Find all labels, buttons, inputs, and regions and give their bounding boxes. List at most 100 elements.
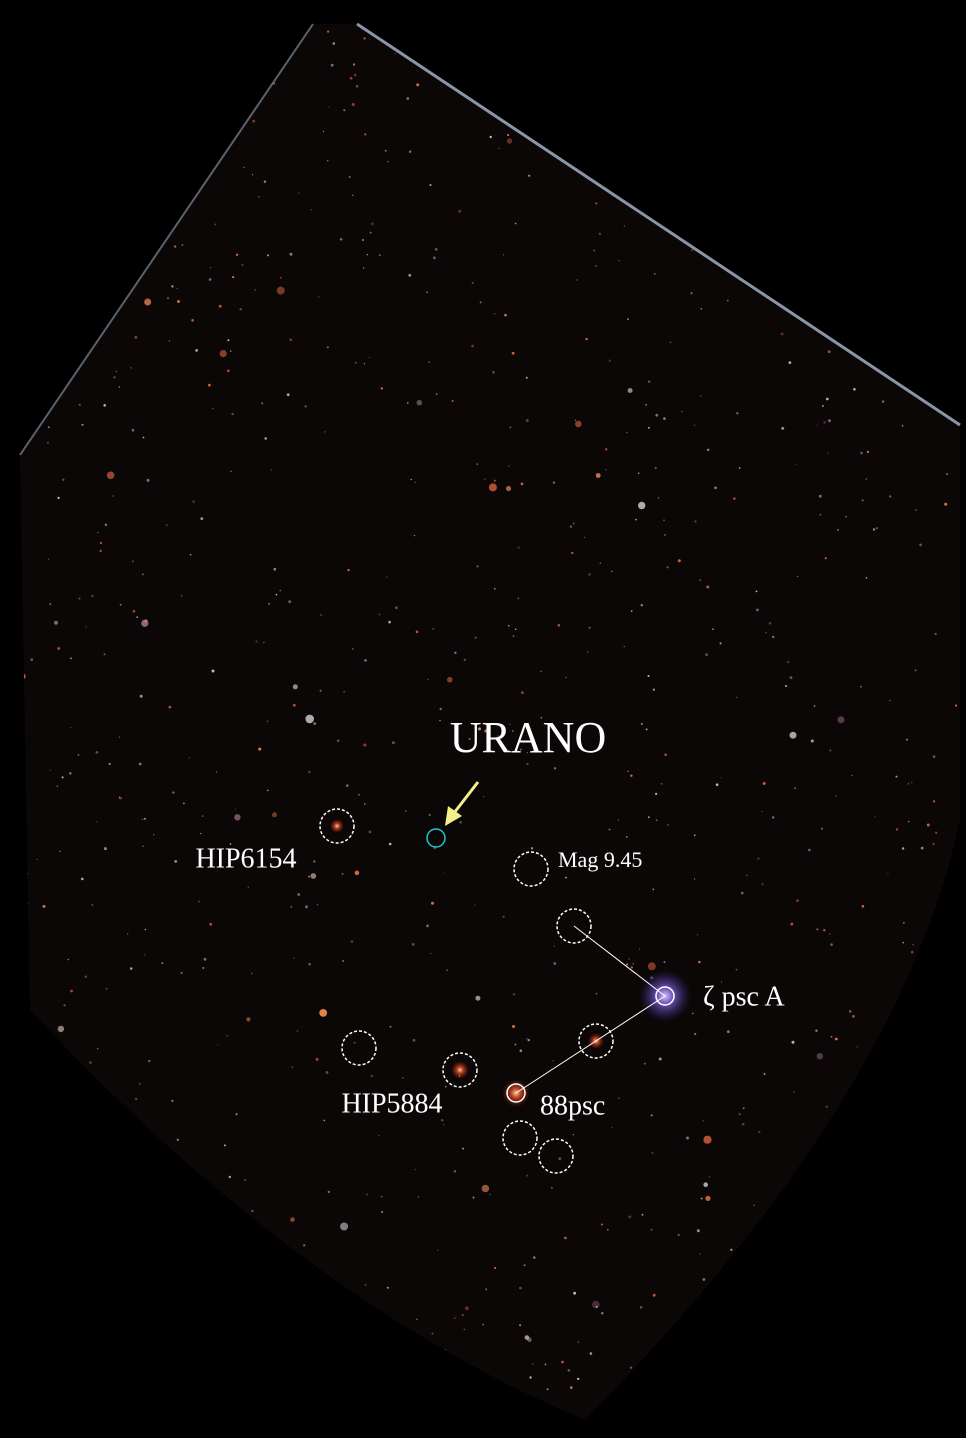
star <box>395 606 398 610</box>
star <box>195 349 198 352</box>
star <box>932 800 936 803</box>
star <box>630 774 633 777</box>
star-label: Mag 9.45 <box>558 847 642 872</box>
star-marker <box>556 908 592 944</box>
star <box>791 1040 795 1044</box>
star <box>660 783 663 785</box>
star <box>606 1228 609 1231</box>
star <box>627 388 633 393</box>
star <box>527 1337 532 1342</box>
star <box>598 232 602 235</box>
star <box>512 993 516 996</box>
star <box>313 860 316 863</box>
star <box>876 527 878 529</box>
star <box>506 138 513 144</box>
star <box>575 420 582 428</box>
star <box>830 943 833 946</box>
star <box>813 705 816 707</box>
star <box>601 1312 604 1315</box>
star <box>595 1306 598 1308</box>
star <box>824 557 827 560</box>
star <box>761 883 764 886</box>
star <box>36 858 38 860</box>
star <box>720 777 723 779</box>
star <box>144 954 146 956</box>
star <box>583 536 586 539</box>
star <box>483 796 485 798</box>
star <box>861 905 865 908</box>
star <box>226 1035 228 1037</box>
star <box>635 518 637 521</box>
star <box>816 424 818 427</box>
star <box>735 696 738 699</box>
star <box>553 945 556 947</box>
star <box>932 842 935 846</box>
star <box>380 387 383 390</box>
star <box>368 830 372 834</box>
star <box>353 73 357 77</box>
star <box>385 576 388 579</box>
star <box>328 106 330 108</box>
star <box>571 551 574 555</box>
star <box>436 1249 439 1252</box>
star <box>691 249 693 251</box>
star <box>263 641 265 644</box>
star <box>699 579 702 582</box>
star <box>310 873 317 879</box>
star-label: 88psc <box>540 1090 605 1121</box>
star <box>417 1196 420 1198</box>
star <box>413 534 416 537</box>
star <box>324 431 326 433</box>
star <box>756 608 759 612</box>
star <box>261 402 264 405</box>
star <box>350 940 354 943</box>
star <box>564 1236 567 1240</box>
star <box>428 361 431 364</box>
star <box>340 1222 349 1231</box>
star <box>655 792 658 796</box>
star <box>561 1360 564 1364</box>
star <box>352 648 354 650</box>
star <box>176 287 178 290</box>
star <box>78 403 81 406</box>
star <box>115 370 118 373</box>
star <box>84 975 88 978</box>
star <box>821 405 824 407</box>
star <box>57 647 61 650</box>
star <box>410 478 412 481</box>
star <box>946 473 948 475</box>
star <box>171 285 174 288</box>
star <box>837 528 840 531</box>
star <box>654 466 657 469</box>
star <box>99 549 102 553</box>
star <box>694 1032 697 1036</box>
star <box>78 597 81 600</box>
star <box>816 928 819 931</box>
star <box>512 635 515 638</box>
star <box>144 817 146 820</box>
star <box>85 626 87 628</box>
star <box>526 762 529 766</box>
star <box>790 922 794 926</box>
star <box>404 810 407 813</box>
star <box>289 252 293 256</box>
star <box>371 222 374 226</box>
star <box>303 1244 306 1247</box>
star <box>363 267 365 269</box>
star <box>432 627 435 630</box>
star <box>364 803 366 805</box>
star <box>693 834 696 837</box>
star <box>914 509 917 511</box>
star <box>427 678 429 680</box>
star <box>461 1314 464 1316</box>
star <box>789 731 797 739</box>
star-label: ζ psc A <box>703 981 785 1012</box>
star <box>595 265 597 267</box>
star <box>322 130 324 133</box>
star <box>144 298 152 306</box>
star <box>463 1328 465 1331</box>
star <box>655 819 658 821</box>
star <box>203 957 207 961</box>
star <box>540 716 543 719</box>
star <box>336 739 340 742</box>
